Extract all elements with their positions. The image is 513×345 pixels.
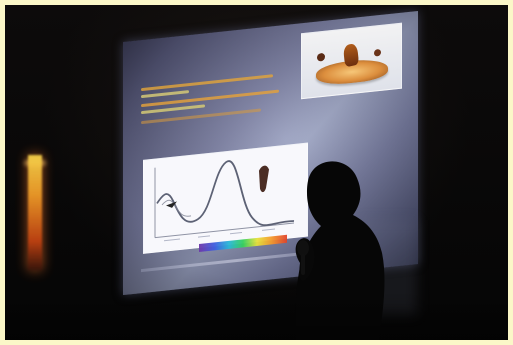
scale-tick (164, 238, 180, 242)
graph-axis-x (155, 222, 294, 239)
figure-icon (259, 165, 269, 193)
spectrum-graph (144, 143, 307, 253)
scale-tick (230, 231, 242, 235)
amber-stone-small-left (317, 52, 325, 62)
secondary-curve (161, 199, 192, 217)
photo-frame (5, 5, 508, 340)
scale-tick (198, 235, 210, 238)
amber-object-photo (301, 22, 402, 100)
amber-stone-small-right (374, 48, 381, 57)
amber-stone-peak (342, 42, 360, 68)
slide-text-line (141, 90, 189, 99)
microphone-icon (297, 240, 309, 256)
speaker-body (295, 161, 385, 340)
microphone-handle (301, 253, 305, 275)
floor-shadow (5, 291, 508, 340)
spectrum-graph-panel (143, 142, 308, 254)
insect-icon (166, 201, 177, 208)
projection-screen (123, 10, 418, 295)
speaker-silhouette-graphic (295, 161, 385, 340)
scale-tick (262, 228, 275, 231)
left-orange-light (28, 155, 42, 270)
speaker-silhouette (281, 159, 393, 340)
spectrum-curve (156, 160, 295, 227)
